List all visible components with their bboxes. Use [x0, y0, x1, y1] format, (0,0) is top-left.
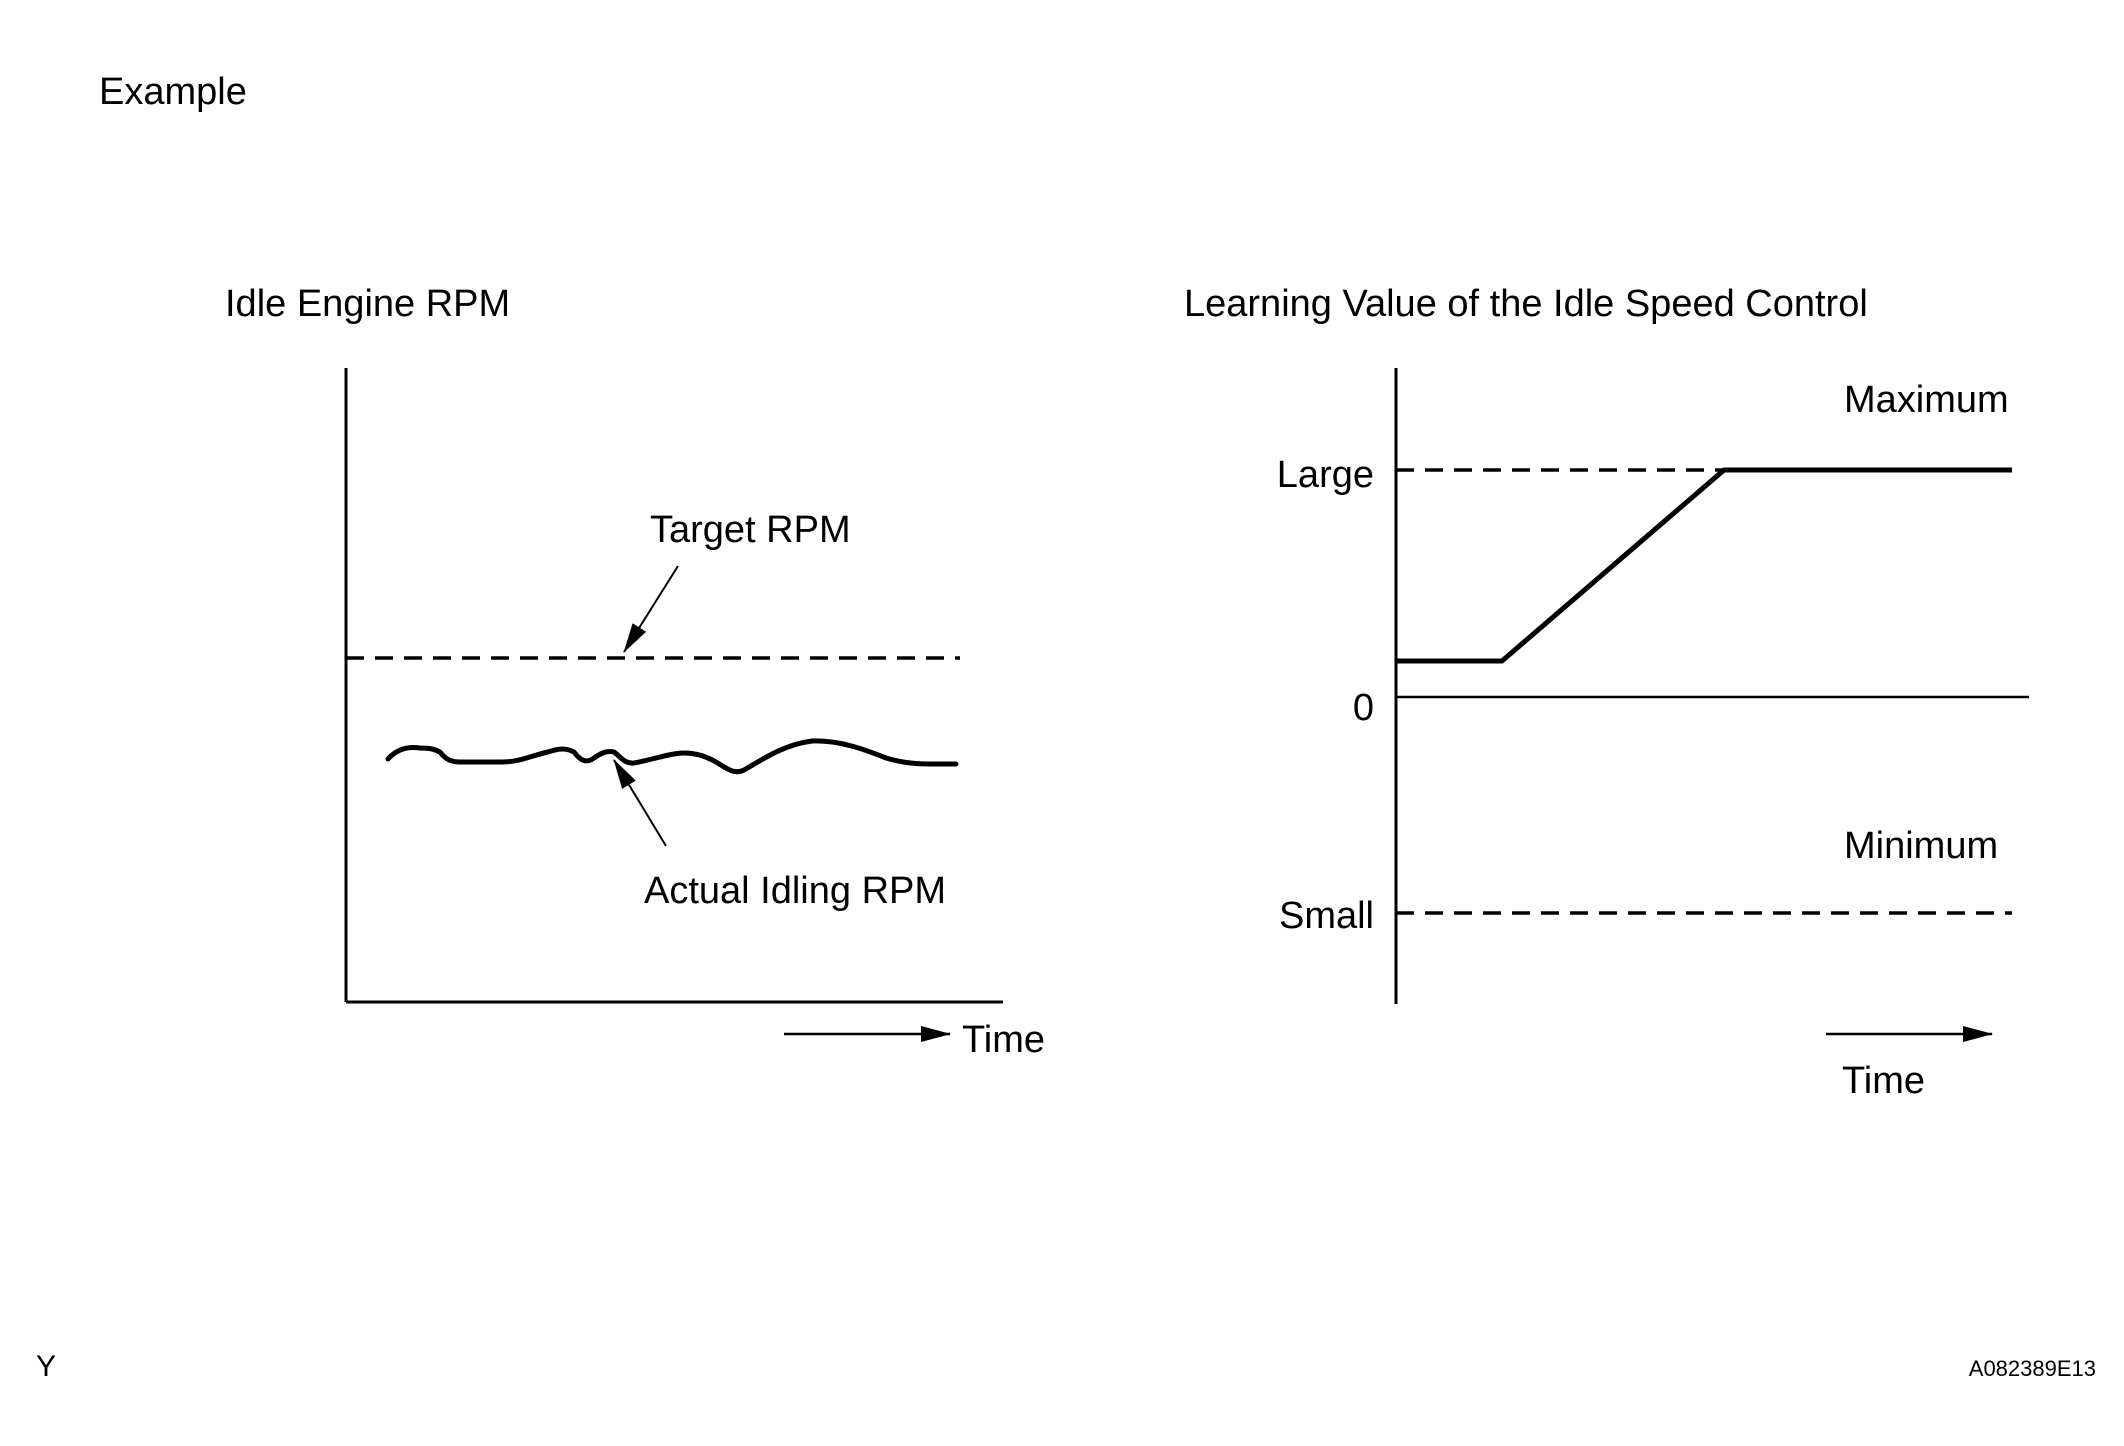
actual-idling-rpm-line — [385, 738, 959, 775]
y-tick-small: Small — [1279, 895, 1374, 937]
left-panel-title: Idle Engine RPM — [225, 283, 510, 325]
right-panel-title: Learning Value of the Idle Speed Control — [1184, 283, 1868, 325]
actual-idling-rpm-label: Actual Idling RPM — [644, 870, 946, 912]
left-time-label: Time — [962, 1019, 1045, 1061]
left-panel: Idle Engine RPM Target RPM Actual Idling… — [225, 283, 1045, 1061]
corner-left-mark: Y — [36, 1350, 56, 1383]
target-rpm-label: Target RPM — [650, 509, 851, 551]
minimum-label: Minimum — [1844, 825, 1998, 867]
y-tick-large: Large — [1277, 454, 1374, 496]
right-time-label: Time — [1842, 1060, 1925, 1102]
y-tick-zero: 0 — [1353, 687, 1374, 729]
right-panel: Learning Value of the Idle Speed Control… — [1184, 283, 2029, 1102]
learning-value-line — [1396, 467, 2012, 664]
figure-id: A082389E13 — [1969, 1356, 2096, 1381]
target-rpm-leader — [623, 565, 679, 653]
maximum-label: Maximum — [1844, 379, 2009, 421]
page-heading: Example — [99, 71, 247, 113]
actual-idling-rpm-leader — [613, 759, 667, 847]
